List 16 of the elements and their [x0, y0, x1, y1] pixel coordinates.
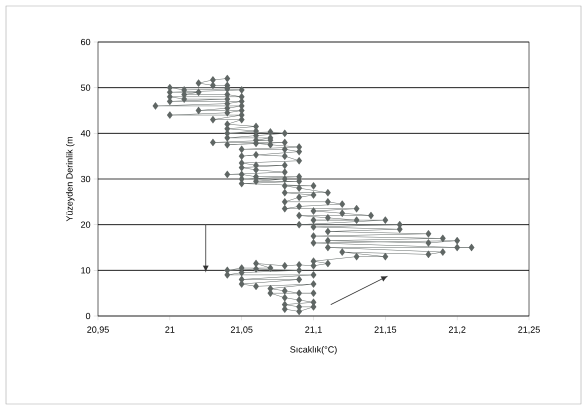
y-tick-label: 20 — [81, 221, 90, 228]
y-tick-label: 40 — [80, 130, 90, 137]
x-tick-label: 21,2 — [448, 326, 466, 334]
y-tick-label: 50 — [80, 84, 90, 91]
x-tick-label: 21,1 — [305, 326, 322, 334]
y-axis-title: Yüzeyden Derinlik (m — [66, 137, 74, 222]
y-tick-label: 30 — [80, 176, 90, 182]
x-tick-label: 21 — [165, 326, 174, 333]
x-tick-label: 21,25 — [518, 326, 540, 334]
y-tick-label: 0 — [86, 312, 90, 320]
x-tick-label: 21,15 — [374, 326, 396, 334]
y-tick-label: 10 — [81, 267, 90, 274]
x-axis-title: Sıcaklık(°C) — [290, 346, 337, 354]
x-tick-label: 20,95 — [87, 326, 109, 334]
y-tick-label: 60 — [81, 38, 90, 46]
x-tick-label: 21,05 — [230, 326, 253, 334]
